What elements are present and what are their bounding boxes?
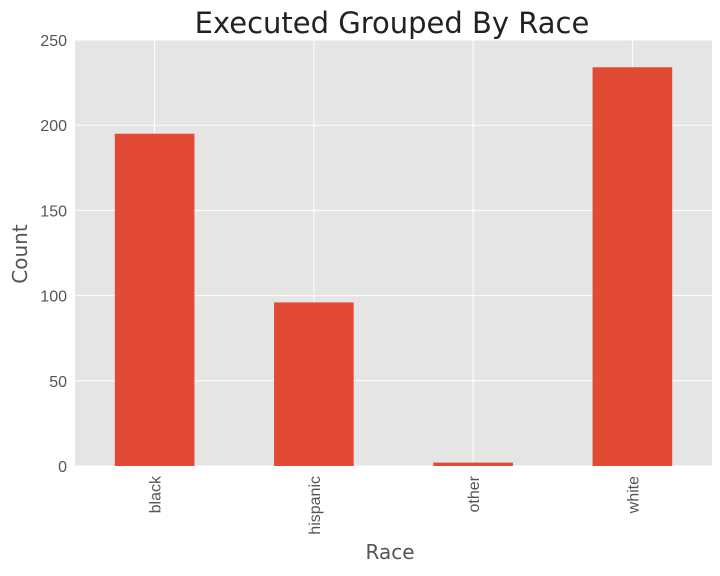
bars — [114, 67, 673, 466]
bar-other — [433, 462, 513, 466]
y-tick-label: 50 — [49, 374, 67, 391]
bar-white — [592, 67, 673, 466]
y-tick-label: 200 — [40, 118, 67, 135]
x-tick-labels: black hispanic other white — [148, 475, 643, 535]
x-tick-label-hispanic: hispanic — [307, 476, 324, 535]
x-axis-label: Race — [365, 540, 414, 564]
bar-black — [114, 133, 195, 466]
x-tick-label-black: black — [148, 475, 165, 513]
y-axis-label: Count — [8, 224, 32, 284]
y-tick-label: 150 — [40, 203, 67, 220]
x-tick-label-white: white — [625, 476, 642, 514]
y-tick-label: 100 — [40, 289, 67, 306]
x-tick-label-other: other — [466, 475, 483, 512]
bar-hispanic — [274, 302, 354, 466]
y-tick-label: 250 — [40, 33, 67, 50]
y-tick-label: 0 — [58, 459, 67, 476]
chart-title: Executed Grouped By Race — [195, 6, 590, 40]
y-tick-labels: 0 50 100 150 200 250 — [40, 33, 67, 476]
